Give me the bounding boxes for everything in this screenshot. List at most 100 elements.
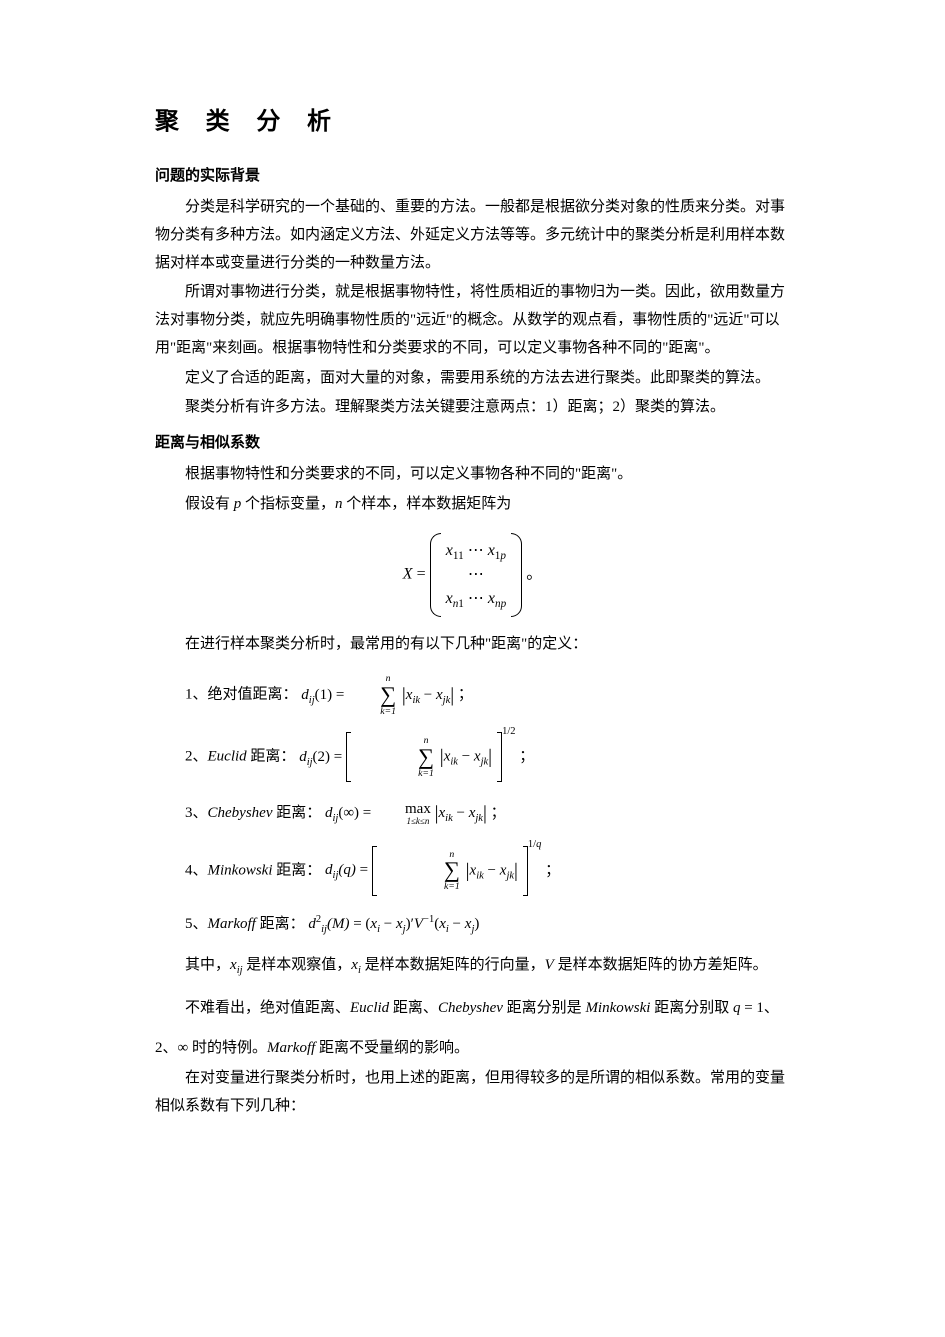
max-range: 1≤k≤n [375,817,431,826]
arg: (2) = [313,749,346,765]
sigma-icon: ∑ [388,746,434,769]
distance-abs: 1、绝对值距离： dij(1) = n ∑ k=1 |xik − xjk| ； [155,674,790,716]
sym: x [446,590,453,607]
sub: n1 [453,598,464,610]
text: 个样本，样本数据矩阵为 [343,496,512,512]
enum-name: Chebyshev [208,805,273,821]
matrix-row: xn1 ⋯ xnp [446,587,507,611]
semi: ； [458,687,473,703]
dots: ⋯ [468,590,484,607]
dots: ⋯ [468,542,484,559]
paragraph: 分类是科学研究的一个基础的、重要的方法。一般都是根据欲分类对象的性质来分类。对事… [155,194,790,277]
name: Chebyshev [438,1000,503,1016]
sub: ik [450,757,458,768]
text: 个指标变量， [241,496,335,512]
enum-name: Markoff [208,916,256,932]
enum-label: 2、 [185,749,208,765]
power: 1/q [528,839,541,850]
name: Markoff [267,1040,315,1056]
text: 是样本观察值， [243,957,352,973]
sub: jk [506,870,514,881]
minus: − [458,749,474,765]
text: 是样本数据矩阵的行向量， [361,957,545,973]
name: Euclid [350,1000,389,1016]
sum: n ∑ k=1 [414,850,460,892]
period: 。 [526,565,542,582]
heading-background: 问题的实际背景 [155,163,790,190]
cn: 距离： [247,749,296,765]
heading-distance: 距离与相似系数 [155,430,790,457]
text: 其中， [185,957,230,973]
sub: 1p [495,550,506,562]
sym: x [488,590,495,607]
text: 距离分别取 [650,1000,733,1016]
sigma-icon: ∑ [414,859,460,882]
paragraph: 所谓对事物进行分类，就是根据事物特性，将性质相近的事物归为一类。因此，欲用数量方… [155,279,790,362]
cn: 距离： [273,805,322,821]
sub: np [495,598,506,610]
mid: )′V [406,916,423,932]
text: 2、∞ 时的特例。 [155,1040,267,1056]
text: 、 [764,1000,779,1016]
enum-name: 绝对值距离： [208,687,298,703]
semi: ； [545,862,560,878]
text: 是样本数据矩阵的协方差矩阵。 [554,957,768,973]
var: q = 1 [733,1000,764,1016]
enum-label: 3、 [185,805,208,821]
enum-name: Euclid [208,749,247,765]
enum-label: 5、 [185,916,208,932]
sym: x [396,916,403,932]
abs-right: | [514,860,518,881]
minus: − [453,805,469,821]
sym: x [488,542,495,559]
sub: ik [476,870,484,881]
abs-right: | [450,685,454,706]
minus: − [380,916,396,932]
sym: x [474,749,481,765]
arg: (1) = [315,687,348,703]
sum: n ∑ k=1 [350,674,396,716]
minus: − [420,687,436,703]
max-op: max 1≤k≤n [375,802,431,826]
paragraph: 2、∞ 时的特例。Markoff 距离不受量纲的影响。 [155,1035,790,1063]
sym: d [299,749,307,765]
var: xi [351,957,361,973]
var: xij [230,957,243,973]
text: 距离分别是 [503,1000,586,1016]
paragraph: 定义了合适的距离，面对大量的对象，需要用系统的方法去进行聚类。此即聚类的算法。 [155,365,790,393]
distance-minkowski: 4、Minkowski 距离： dij(q) = n ∑ k=1 |xik − … [155,846,790,896]
minus: − [449,916,465,932]
page-title: 聚 类 分 析 [155,100,790,143]
sym: x [446,542,453,559]
sym: x [436,687,443,703]
max-text: max [375,802,431,817]
matrix-row: ⋯ [446,563,507,587]
cn: 距离： [256,916,305,932]
sym: d [308,916,316,932]
sym: d [325,862,333,878]
var-n: n [335,496,343,512]
arg: (q) = [338,862,371,878]
paragraph: 在对变量进行聚类分析时，也用上述的距离，但用得较多的是所谓的相似系数。常用的变量… [155,1065,790,1121]
text: 不难看出，绝对值距离、 [185,1000,350,1016]
enum-name: Minkowski [208,862,273,878]
sum: n ∑ k=1 [388,736,434,778]
cn: 距离： [273,862,322,878]
paragraph: 假设有 p 个指标变量，n 个样本，样本数据矩阵为 [155,491,790,519]
text: 距离不受量纲的影响。 [315,1040,469,1056]
matrix-row: x11 ⋯ x1p [446,539,507,563]
paragraph: 其中，xij 是样本观察值，xi 是样本数据矩阵的行向量，V 是样本数据矩阵的协… [155,952,790,980]
sub: 11 [453,550,464,562]
semi: ； [491,805,506,821]
sum-bot: k=1 [414,882,460,892]
sigma-icon: ∑ [350,684,396,707]
distance-markoff: 5、Markoff 距离： d2ij(M) = (xi − xj)′V−1(xi… [155,912,790,936]
sum-bot: k=1 [350,707,396,717]
paragraph: 在进行样本聚类分析时，最常用的有以下几种"距离"的定义： [155,631,790,659]
arg: (∞) = [338,805,375,821]
sym: d [325,805,333,821]
name: Minkowski [585,1000,650,1016]
matrix-var: X [403,565,413,582]
arg: (M) = (x [327,916,377,932]
formula: dij(2) = n ∑ k=1 |xik − xjk| 1/2 [299,749,519,765]
